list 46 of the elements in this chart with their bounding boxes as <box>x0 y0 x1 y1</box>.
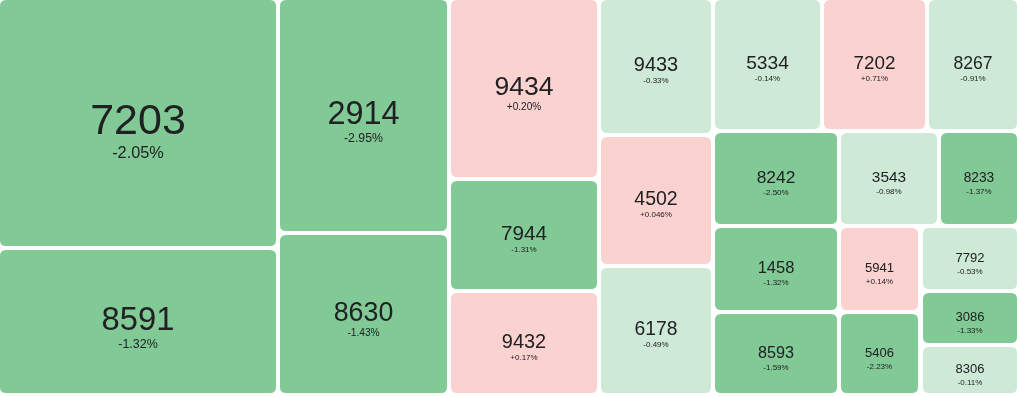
data-label: -1.59% <box>763 362 789 372</box>
category-label: 7792 <box>955 249 985 265</box>
data-label: -0.33% <box>643 76 669 86</box>
data-label: -1.32% <box>763 278 789 288</box>
data-label: +0.20% <box>506 101 542 113</box>
data-label: +0.14% <box>865 277 894 287</box>
category-label: 5406 <box>865 344 894 360</box>
data-label: +0.17% <box>510 352 538 362</box>
category-label: 5334 <box>746 52 790 74</box>
category-label: 9434 <box>494 71 554 102</box>
category-label: 7203 <box>90 94 186 143</box>
data-label: -0.98% <box>876 187 902 197</box>
data-label: -0.53% <box>957 266 983 276</box>
category-label: 8242 <box>756 166 796 187</box>
data-label: -2.95% <box>344 131 384 146</box>
category-label: 1458 <box>757 258 795 277</box>
category-label: 8591 <box>101 299 175 337</box>
category-label: 6178 <box>634 317 678 340</box>
category-label: 9432 <box>501 329 547 352</box>
data-label: -0.11% <box>957 378 983 388</box>
category-label: 8306 <box>955 361 985 377</box>
data-label: -0.49% <box>643 340 669 350</box>
category-label: 8233 <box>963 169 995 185</box>
data-label: -1.37% <box>966 186 992 196</box>
data-label: -1.32% <box>118 337 158 352</box>
data-label: -1.33% <box>957 326 983 336</box>
category-label: 5941 <box>864 260 895 276</box>
data-label: -2.50% <box>763 187 789 197</box>
data-label: +0.046% <box>640 210 672 220</box>
category-label: 2914 <box>327 94 400 131</box>
data-label: -2.23% <box>866 361 893 371</box>
category-label: 4502 <box>634 187 678 210</box>
category-label: 8267 <box>953 52 993 73</box>
data-label: -1.43% <box>347 326 380 338</box>
category-label: 3086 <box>955 309 985 325</box>
data-label: +0.71% <box>860 74 889 84</box>
category-label: 9433 <box>633 53 679 76</box>
category-label: 7944 <box>500 221 548 245</box>
category-label: 7202 <box>853 52 896 74</box>
data-label: -0.14% <box>754 74 781 84</box>
category-label: 8630 <box>333 296 394 327</box>
data-label: -2.05% <box>112 143 164 162</box>
data-label: -0.91% <box>960 73 986 83</box>
data-label: -1.31% <box>511 245 537 255</box>
category-label: 3543 <box>871 168 907 186</box>
category-label: 8593 <box>757 342 795 361</box>
